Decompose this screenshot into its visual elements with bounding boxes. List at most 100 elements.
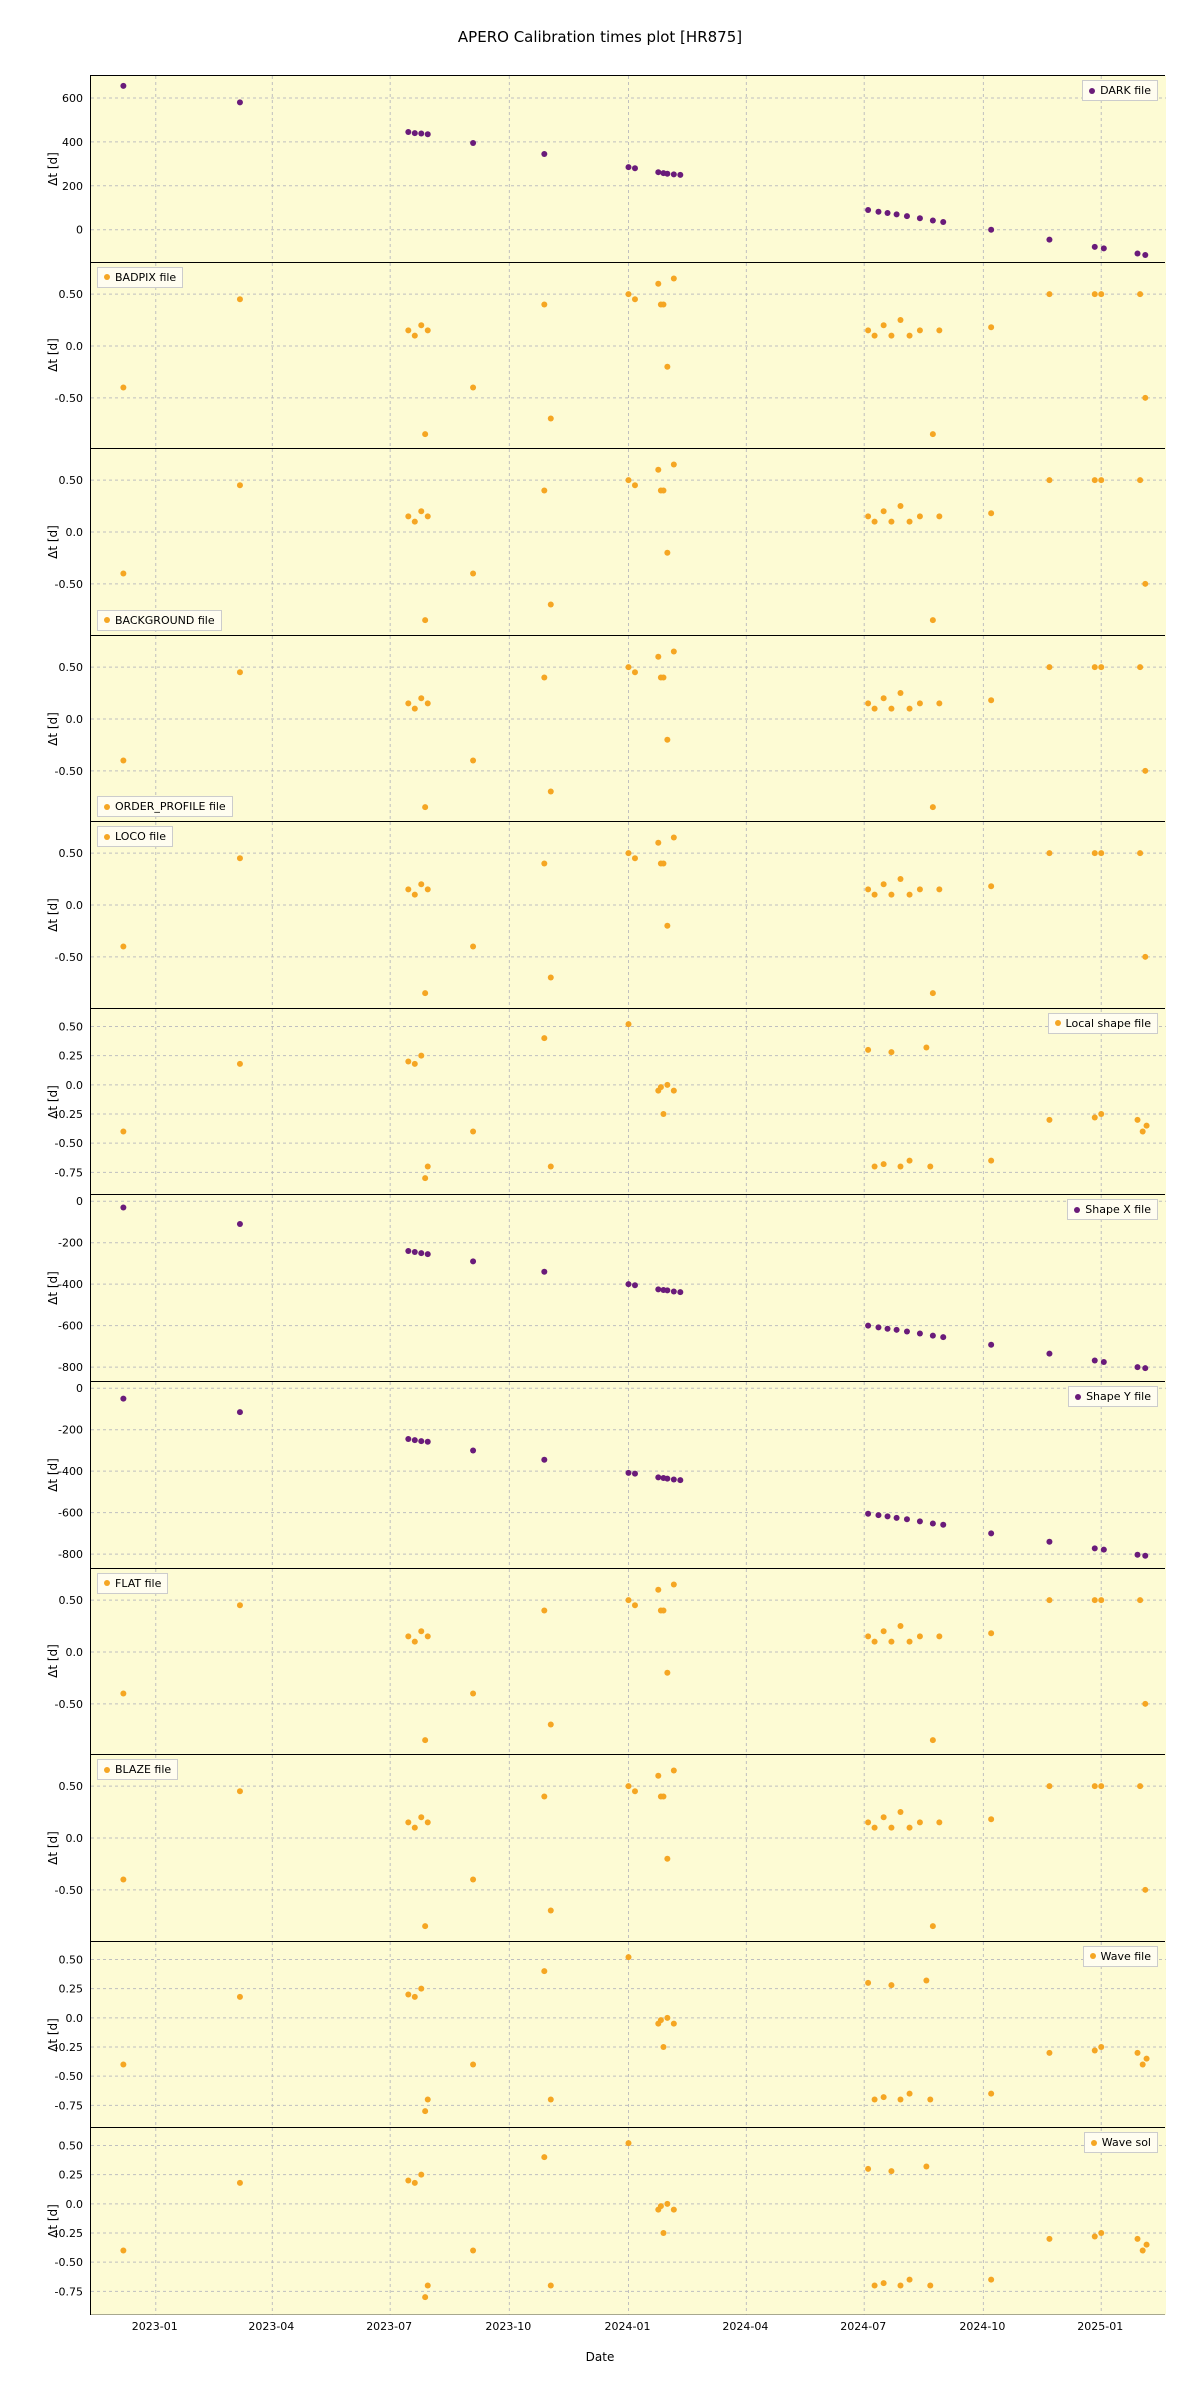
- data-point: [872, 892, 878, 898]
- data-point: [664, 1082, 670, 1088]
- svg-text:-0.50: -0.50: [55, 765, 83, 778]
- data-point: [655, 1773, 661, 1779]
- svg-text:600: 600: [62, 92, 83, 105]
- data-point: [1140, 2248, 1146, 2254]
- data-point: [120, 1690, 126, 1696]
- legend-marker-icon: [104, 834, 110, 840]
- data-point: [988, 2090, 994, 2096]
- legend-marker-icon: [104, 1767, 110, 1773]
- data-point: [664, 171, 670, 177]
- data-point: [904, 1516, 910, 1522]
- data-point: [917, 514, 923, 520]
- panel-wavefile: -0.75-0.50-0.250.00.250.50Δt [d]Wave fil…: [90, 1941, 1165, 2129]
- data-point: [412, 1061, 418, 1067]
- data-point: [1142, 1887, 1148, 1893]
- data-point: [120, 1128, 126, 1134]
- data-point: [923, 2164, 929, 2170]
- data-point: [865, 327, 871, 333]
- y-axis-label: Δt [d]: [46, 339, 60, 373]
- data-point: [865, 700, 871, 706]
- data-point: [405, 514, 411, 520]
- svg-text:0.0: 0.0: [66, 1079, 84, 1092]
- panel-badpix: -0.500.00.50Δt [d]BADPIX file: [90, 262, 1165, 450]
- data-point: [1092, 1783, 1098, 1789]
- data-point: [881, 1814, 887, 1820]
- data-point: [664, 2201, 670, 2207]
- panel-canvas: -0.75-0.50-0.250.00.250.50: [91, 2128, 1166, 2315]
- data-point: [1140, 2061, 1146, 2067]
- y-axis-label: Δt [d]: [46, 1831, 60, 1865]
- panel-canvas: -0.500.00.50: [91, 449, 1166, 636]
- panel-wavesol: -0.75-0.50-0.250.00.250.50Δt [d]Wave sol: [90, 2127, 1165, 2315]
- data-point: [418, 882, 424, 888]
- data-point: [677, 1477, 683, 1483]
- data-point: [632, 1471, 638, 1477]
- y-axis-label: Δt [d]: [46, 1645, 60, 1679]
- data-point: [1092, 1114, 1098, 1120]
- data-point: [1142, 768, 1148, 774]
- data-point: [1046, 477, 1052, 483]
- data-point: [897, 2283, 903, 2289]
- data-point: [470, 1447, 476, 1453]
- legend-marker-icon: [1055, 1020, 1061, 1026]
- data-point: [865, 887, 871, 893]
- legend-shapex: Shape X file: [1067, 1199, 1158, 1220]
- legend-wavefile: Wave file: [1083, 1946, 1158, 1967]
- x-tick-label: 2024-07: [840, 2320, 886, 2333]
- data-point: [894, 1515, 900, 1521]
- data-point: [888, 705, 894, 711]
- data-point: [548, 975, 554, 981]
- data-point: [1142, 581, 1148, 587]
- data-point: [885, 210, 891, 216]
- data-point: [671, 1477, 677, 1483]
- data-point: [425, 1439, 431, 1445]
- svg-text:0.50: 0.50: [59, 1780, 84, 1793]
- data-point: [120, 944, 126, 950]
- svg-text:0.0: 0.0: [66, 2198, 84, 2211]
- legend-label: Local shape file: [1066, 1017, 1151, 1030]
- x-tick-label: 2024-10: [959, 2320, 1005, 2333]
- data-point: [671, 2020, 677, 2026]
- svg-text:0.50: 0.50: [59, 474, 84, 487]
- legend-marker-icon: [104, 274, 110, 280]
- data-point: [632, 296, 638, 302]
- data-point: [626, 664, 632, 670]
- svg-text:0.50: 0.50: [59, 1594, 84, 1607]
- data-point: [425, 1163, 431, 1169]
- data-point: [917, 1633, 923, 1639]
- data-point: [658, 2204, 664, 2210]
- legend-localshape: Local shape file: [1048, 1013, 1158, 1034]
- data-point: [897, 1623, 903, 1629]
- figure: APERO Calibration times plot [HR875] 020…: [0, 0, 1200, 2400]
- data-point: [940, 1335, 946, 1341]
- svg-text:0.0: 0.0: [66, 526, 84, 539]
- data-point: [671, 1088, 677, 1094]
- data-point: [425, 327, 431, 333]
- data-point: [1046, 291, 1052, 297]
- data-point: [930, 804, 936, 810]
- data-point: [930, 1737, 936, 1743]
- data-point: [881, 2281, 887, 2287]
- data-point: [923, 1044, 929, 1050]
- legend-marker-icon: [1074, 1207, 1080, 1213]
- svg-text:0.0: 0.0: [66, 340, 84, 353]
- svg-text:-0.50: -0.50: [55, 2257, 83, 2270]
- data-point: [917, 1518, 923, 1524]
- data-point: [120, 2061, 126, 2067]
- legend-dark: DARK file: [1082, 80, 1158, 101]
- data-point: [923, 1977, 929, 1983]
- data-point: [1092, 2047, 1098, 2053]
- panel-shapey: -800-600-400-2000Δt [d]Shape Y file: [90, 1381, 1165, 1569]
- x-tick-label: 2023-01: [132, 2320, 178, 2333]
- data-point: [541, 861, 547, 867]
- data-point: [120, 1396, 126, 1402]
- data-point: [930, 431, 936, 437]
- legend-label: Wave file: [1101, 1950, 1151, 1963]
- data-point: [425, 514, 431, 520]
- legend-label: Shape Y file: [1086, 1390, 1151, 1403]
- data-point: [1144, 2055, 1150, 2061]
- panel-canvas: -0.75-0.50-0.250.00.250.50: [91, 1009, 1166, 1196]
- data-point: [405, 700, 411, 706]
- data-point: [872, 1163, 878, 1169]
- data-point: [237, 2180, 243, 2186]
